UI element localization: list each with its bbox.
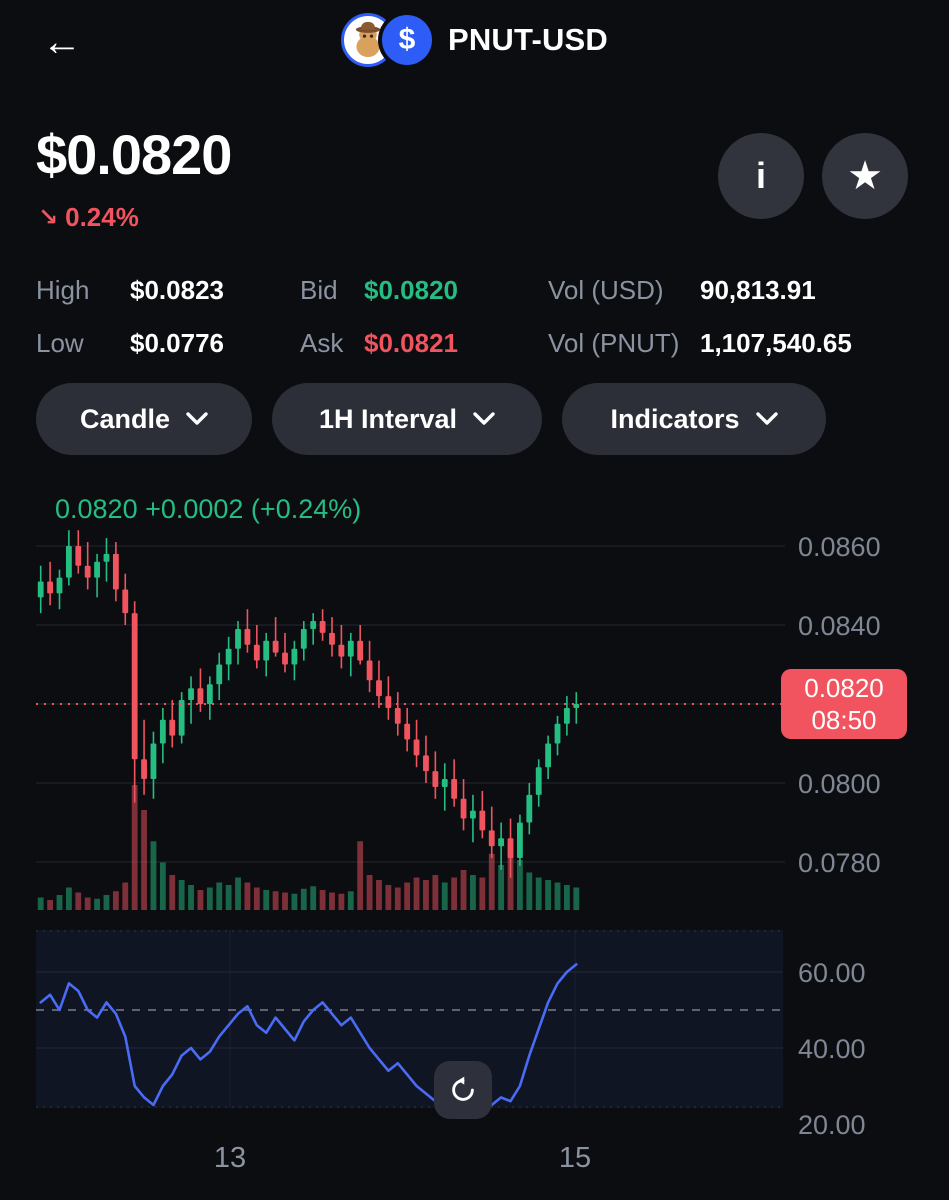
low-value: $0.0776	[130, 328, 224, 358]
x-axis-label: 15	[558, 1142, 592, 1174]
vol-usd-value: 90,813.91	[700, 275, 816, 305]
price-badge-price: 0.0820	[804, 673, 884, 703]
price-change-value: 0.24%	[65, 202, 139, 232]
y-axis-label: 0.0780	[798, 848, 881, 878]
candle-type-dropdown[interactable]: Candle	[36, 383, 252, 455]
header: $ PNUT-USD	[0, 8, 949, 72]
vol-usd-label: Vol (USD)	[548, 275, 664, 305]
chevron-down-icon	[755, 412, 778, 425]
candle-chart-svg[interactable]	[36, 524, 785, 916]
interval-label: 1H Interval	[318, 403, 458, 434]
indicators-label: Indicators	[610, 403, 740, 434]
page-title: PNUT-USD	[447, 22, 609, 57]
back-icon: ←	[42, 19, 82, 64]
rsi-axis-label: 20.00	[798, 1110, 866, 1140]
info-button[interactable]: i	[718, 133, 804, 219]
low-label: Low	[36, 328, 84, 358]
y-axis-label: 0.0860	[798, 532, 881, 562]
chart-legend: 0.0820 +0.0002 (+0.24%)	[55, 494, 362, 524]
price-change: ↘ 0.24%	[38, 202, 139, 233]
rsi-axis-label: 60.00	[798, 958, 866, 988]
candle-type-label: Candle	[79, 403, 171, 434]
high-label: High	[36, 275, 90, 305]
bid-value: $0.0820	[364, 275, 458, 305]
price-badge-time: 08:50	[811, 705, 877, 735]
chevron-down-icon	[186, 412, 208, 425]
rsi-chart-svg[interactable]	[36, 930, 783, 1108]
star-icon: ★	[847, 154, 883, 198]
x-axis-label: 13	[213, 1142, 247, 1174]
rsi-axis-label: 40.00	[798, 1034, 866, 1064]
y-axis-label: 0.0840	[798, 611, 881, 641]
bid-label: Bid	[300, 275, 338, 305]
current-price: $0.0820	[36, 123, 232, 186]
down-arrow-icon: ↘	[38, 204, 59, 231]
refresh-button[interactable]	[434, 1061, 492, 1119]
dollar-coin-icon: $	[381, 15, 432, 65]
back-button[interactable]: ←	[36, 16, 88, 68]
indicators-dropdown[interactable]: Indicators	[562, 383, 826, 455]
info-icon: i	[755, 155, 766, 196]
refresh-icon	[452, 1076, 474, 1101]
ask-label: Ask	[300, 328, 344, 358]
interval-dropdown[interactable]: 1H Interval	[272, 383, 542, 455]
ask-value: $0.0821	[364, 328, 458, 358]
vol-pnut-label: Vol (PNUT)	[548, 328, 680, 358]
favorite-button[interactable]: ★	[822, 133, 908, 219]
y-axis-label: 0.0800	[798, 769, 881, 799]
chevron-down-icon	[473, 412, 495, 425]
dollar-sign: $	[398, 23, 416, 56]
pair-icon: $	[340, 13, 432, 67]
vol-pnut-value: 1,107,540.65	[700, 328, 852, 358]
high-value: $0.0823	[130, 275, 224, 305]
price-badge: 0.0820 08:50	[781, 669, 907, 739]
